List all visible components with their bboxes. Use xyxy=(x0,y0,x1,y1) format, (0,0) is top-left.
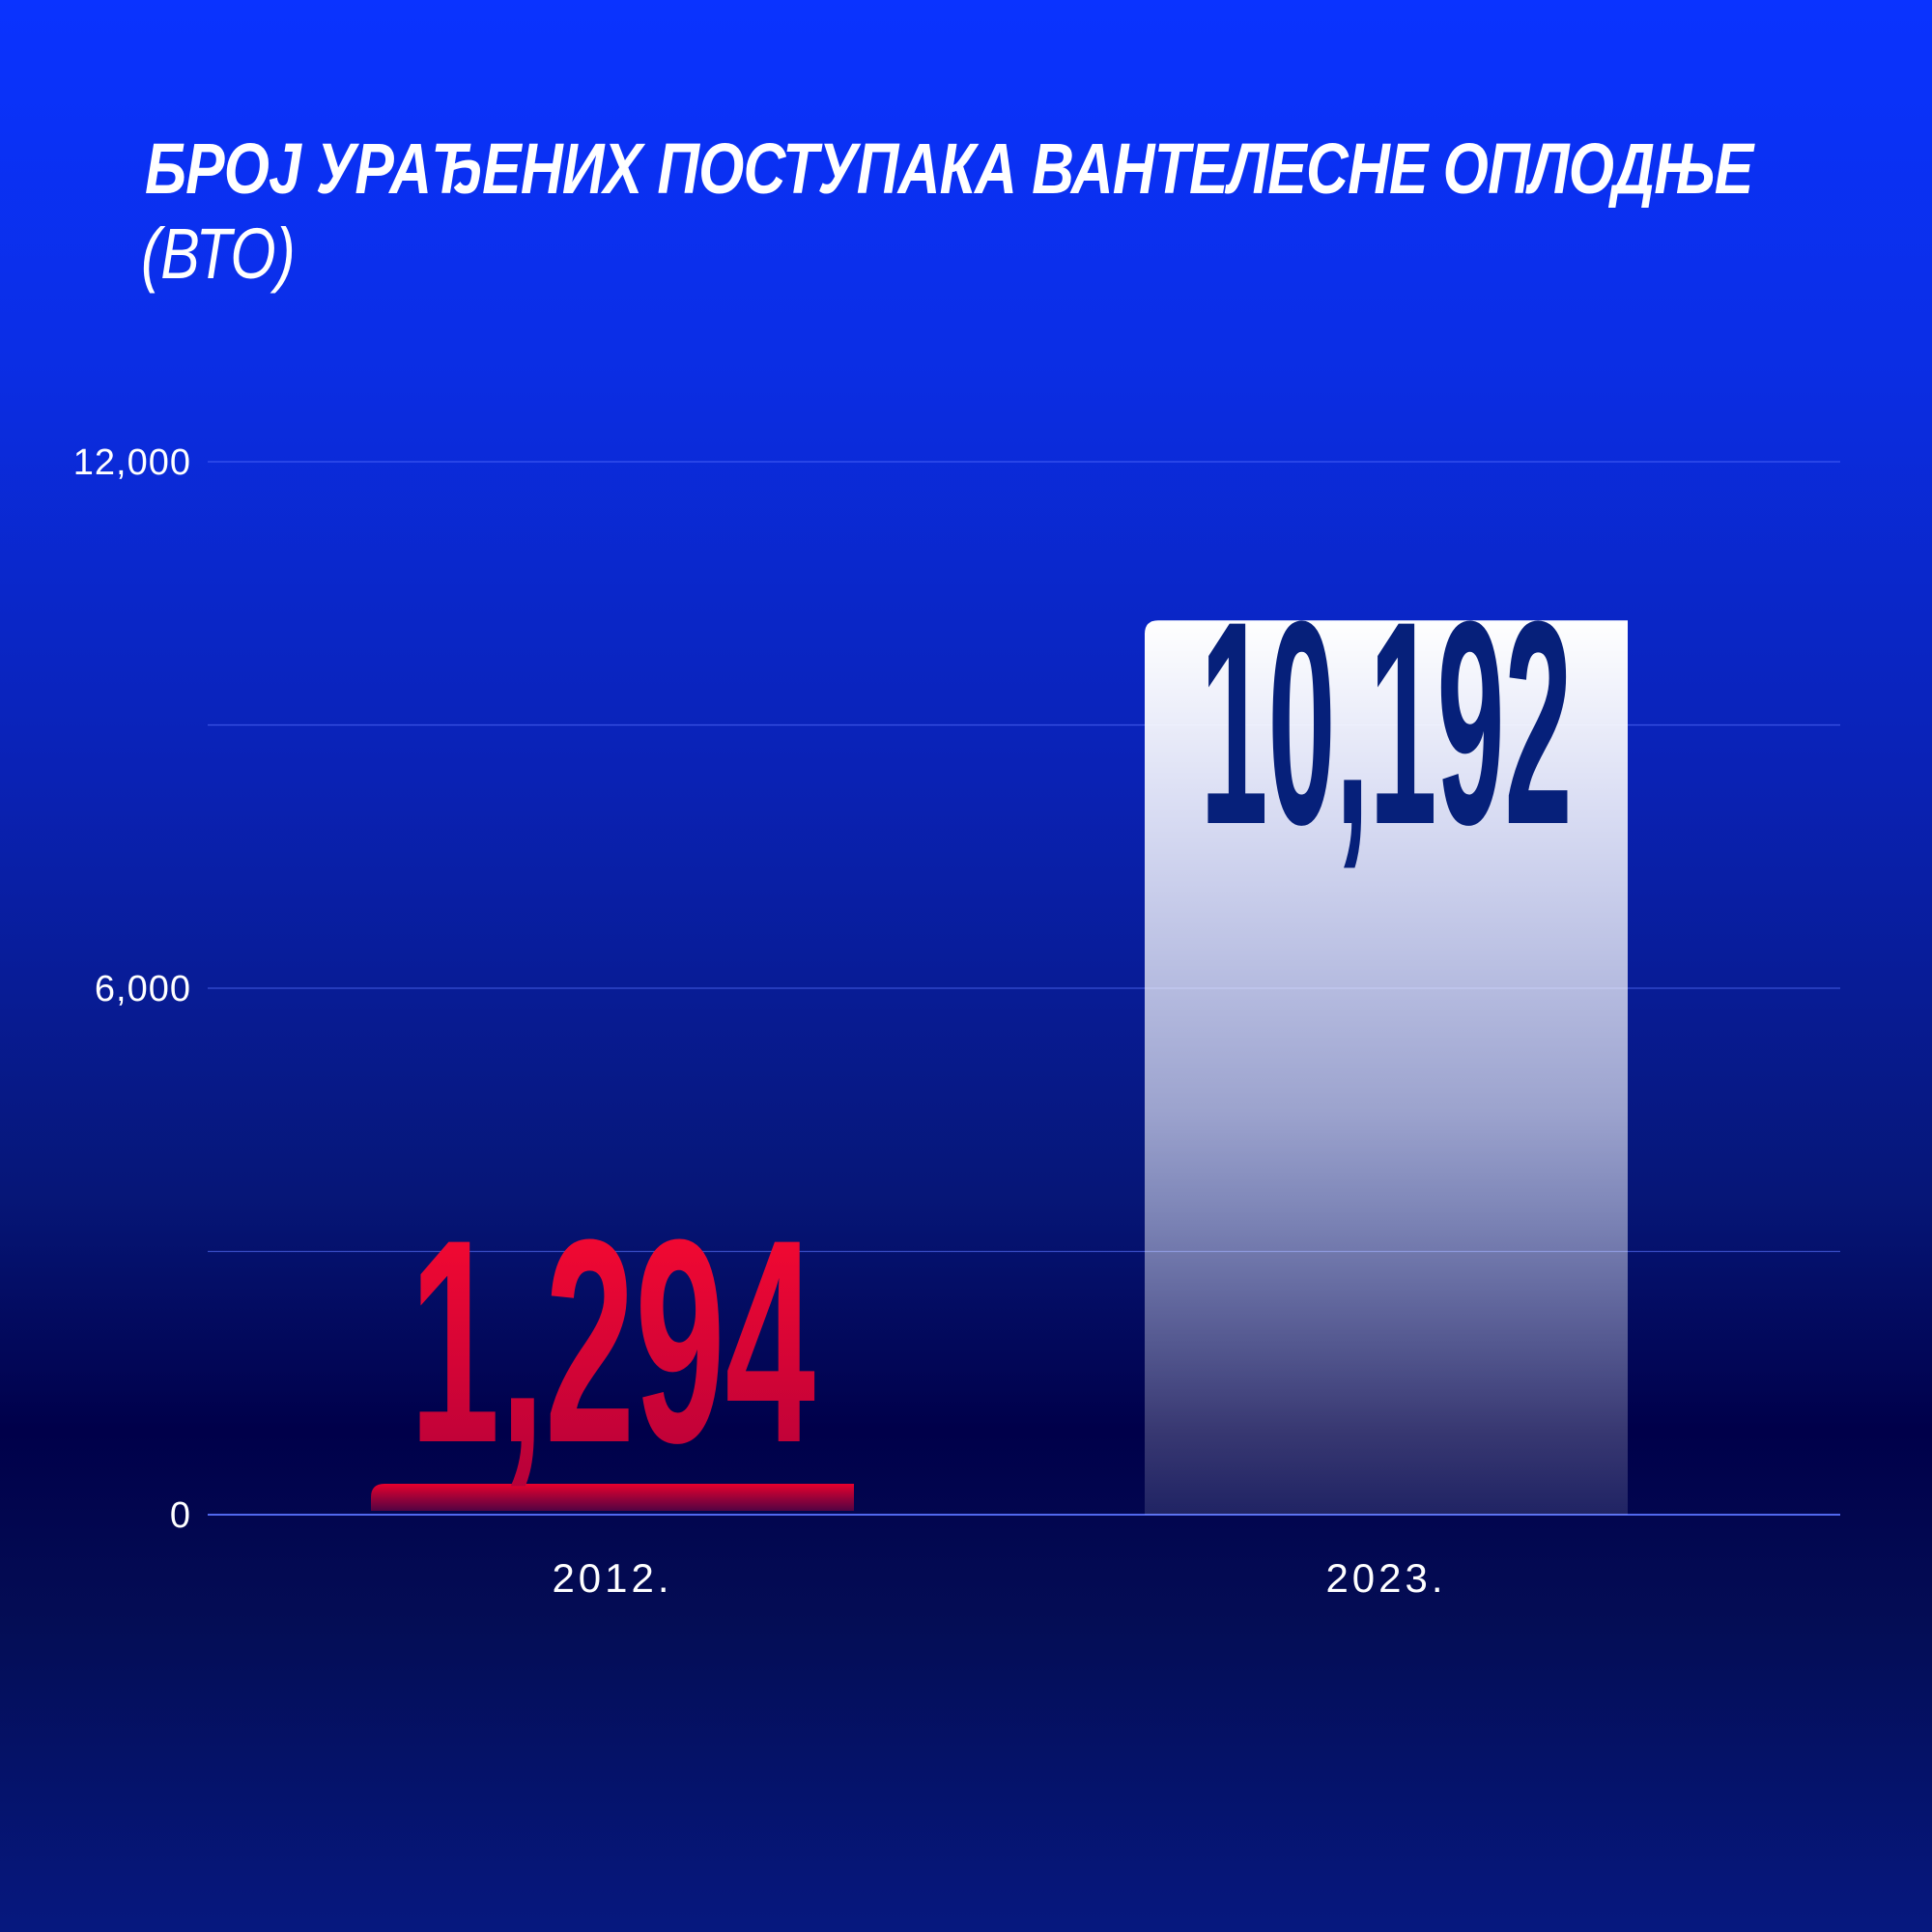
bar-2023 xyxy=(1145,620,1628,1515)
value-label: 10,192 xyxy=(1201,560,1573,885)
x-category-label: 2023. xyxy=(1325,1555,1446,1601)
y-tick-label: 6,000 xyxy=(95,969,191,1009)
bar-2012 xyxy=(371,1484,854,1511)
value-labels: 1,294 10,192 xyxy=(410,560,1573,1503)
bars xyxy=(371,620,1628,1515)
chart-subtitle: (ВТО) xyxy=(141,213,296,294)
x-axis-labels: 2012. 2023. xyxy=(552,1555,1446,1601)
y-axis-ticks: 0 6,000 12,000 xyxy=(73,442,191,1536)
y-tick-label: 12,000 xyxy=(73,442,191,483)
chart-title: БРОЈ УРАЂЕНИХ ПОСТУПАКА ВАНТЕЛЕСНЕ ОПЛОД… xyxy=(145,128,1753,209)
value-label: 1,294 xyxy=(410,1179,816,1503)
x-category-label: 2012. xyxy=(552,1555,672,1601)
y-tick-label: 0 xyxy=(170,1495,191,1536)
